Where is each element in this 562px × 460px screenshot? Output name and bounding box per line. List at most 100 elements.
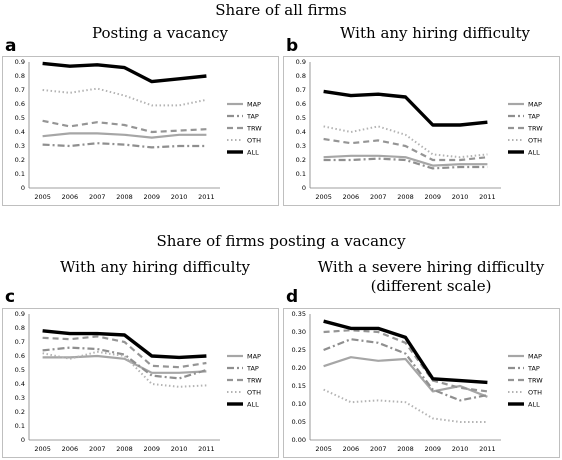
y-tick-label: 0.1 — [15, 170, 25, 178]
series-line-tap — [42, 142, 207, 149]
chart-panel-b: 0 0.1 0.2 0.3 0.4 0.5 0.6 0.7 0.8 0.9 2005 2006 2007… — [283, 56, 560, 206]
y-tick-label: 0.2 — [296, 156, 306, 164]
y-tick-label: 0.5 — [15, 114, 25, 122]
series-line-trw — [323, 329, 488, 393]
legend-label-all: ALL — [528, 401, 540, 409]
y-tick-label: 0.20 — [292, 364, 306, 372]
y-tick-label: 0.9 — [15, 310, 25, 318]
x-tick-label: 2007 — [89, 445, 106, 453]
y-tick-label: 0.15 — [292, 382, 306, 390]
series-line-trw — [42, 335, 207, 369]
series-line-map — [42, 132, 207, 139]
x-tick-label: 2011 — [479, 193, 496, 201]
y-tick-label: 0.3 — [15, 142, 25, 150]
x-tick-label: 2006 — [62, 193, 79, 201]
panel-d-subtitle: With a severe hiring difficulty (differe… — [300, 258, 562, 296]
legend-label-tap: TAP — [246, 365, 259, 373]
x-tick-label: 2009 — [144, 445, 161, 453]
y-tick-label: 0.25 — [292, 346, 306, 354]
series-line-map — [323, 356, 488, 398]
chart-panel-a: 0 0.1 0.2 0.3 0.4 0.5 0.6 0.7 0.8 0.9 2005 2006 2007… — [2, 56, 279, 206]
legend-label-trw: TRW — [527, 377, 543, 385]
chart-frame — [283, 56, 560, 206]
panel-label-b: b — [286, 36, 299, 56]
panel-d-subtitle-line-1: With a severe hiring difficulty — [317, 258, 545, 276]
panel-a-subtitle-line-1: Posting a vacancy — [91, 24, 229, 42]
y-tick-label: 0.7 — [15, 338, 25, 346]
y-tick-label: 0.00 — [292, 436, 306, 444]
y-tick-label: 0.7 — [15, 86, 25, 94]
y-tick-label: 0.1 — [296, 170, 306, 178]
y-tick-label: 0.6 — [296, 100, 306, 108]
legend-label-tap: TAP — [527, 365, 540, 373]
panel-label-a: a — [5, 36, 17, 56]
legend-label-all: ALL — [247, 401, 259, 409]
x-tick-label: 2009 — [425, 445, 442, 453]
y-tick-label: 0.2 — [15, 156, 25, 164]
legend-label-all: ALL — [528, 149, 540, 157]
series-line-map — [323, 154, 488, 167]
x-tick-label: 2009 — [425, 193, 442, 201]
panel-b-subtitle: With any hiring difficulty — [310, 24, 560, 43]
panel-c-subtitle-line-1: With any hiring difficulty — [60, 258, 250, 276]
y-tick-label: 0.8 — [296, 72, 306, 80]
legend-label-all: ALL — [247, 149, 259, 157]
y-tick-label: 0.7 — [296, 86, 306, 94]
series-line-all — [323, 319, 488, 385]
y-tick-label: 0.4 — [15, 128, 25, 136]
y-tick-label: 0 — [21, 436, 25, 444]
y-tick-label: 0.6 — [15, 100, 25, 108]
x-tick-label: 2008 — [116, 445, 133, 453]
x-tick-label: 2006 — [343, 193, 360, 201]
y-tick-label: 0.2 — [15, 408, 25, 416]
y-tick-label: 0.6 — [15, 352, 25, 360]
x-tick-label: 2005 — [315, 193, 332, 201]
x-tick-label: 2008 — [116, 193, 133, 201]
series-line-all — [42, 329, 207, 360]
x-tick-label: 2010 — [171, 445, 188, 453]
y-tick-label: 0.35 — [292, 310, 306, 318]
y-tick-label: 0.4 — [15, 380, 25, 388]
x-tick-label: 2007 — [370, 193, 387, 201]
series-line-trw — [42, 119, 207, 134]
chart-c: 0 0.1 0.2 0.3 0.4 0.5 0.6 0.7 0.8 0.9 2005 2006 2007… — [2, 308, 279, 458]
y-tick-label: 0.9 — [15, 58, 25, 66]
y-tick-label: 0 — [21, 184, 25, 192]
chart-frame — [283, 308, 560, 458]
series-line-map — [42, 354, 207, 374]
x-tick-label: 2011 — [479, 445, 496, 453]
y-tick-label: 0.3 — [15, 394, 25, 402]
y-tick-label: 0.8 — [15, 72, 25, 80]
y-tick-label: 0.10 — [292, 400, 306, 408]
y-tick-label: 0.5 — [15, 366, 25, 374]
x-tick-label: 2008 — [397, 193, 414, 201]
series-line-oth — [323, 388, 488, 423]
x-tick-label: 2010 — [171, 193, 188, 201]
legend-label-tap: TAP — [527, 113, 540, 121]
legend-label-oth: OTH — [247, 389, 261, 397]
chart-a: 0 0.1 0.2 0.3 0.4 0.5 0.6 0.7 0.8 0.9 2005 2006 2007… — [2, 56, 279, 206]
x-tick-label: 2006 — [62, 445, 79, 453]
x-tick-label: 2008 — [397, 445, 414, 453]
x-tick-label: 2010 — [452, 445, 469, 453]
legend-label-oth: OTH — [247, 137, 261, 145]
x-tick-label: 2011 — [198, 445, 215, 453]
y-tick-label: 0.9 — [296, 58, 306, 66]
chart-frame — [2, 56, 279, 206]
y-tick-label: 0.8 — [15, 324, 25, 332]
series-line-tap — [323, 338, 488, 402]
figure-heading-top: Share of all firms — [215, 1, 347, 19]
x-tick-label: 2007 — [89, 193, 106, 201]
x-tick-label: 2009 — [144, 193, 161, 201]
legend-label-oth: OTH — [528, 137, 542, 145]
panel-c-subtitle: With any hiring difficulty — [30, 258, 280, 277]
legend-label-tap: TAP — [246, 113, 259, 121]
y-tick-label: 0.4 — [296, 128, 306, 136]
panel-label-c: c — [5, 287, 16, 307]
legend-label-map: MAP — [528, 101, 542, 109]
legend-label-oth: OTH — [528, 389, 542, 397]
x-tick-label: 2007 — [370, 445, 387, 453]
y-tick-label: 0 — [302, 184, 306, 192]
series-line-all — [42, 61, 207, 84]
chart-b: 0 0.1 0.2 0.3 0.4 0.5 0.6 0.7 0.8 0.9 2005 2006 2007… — [283, 56, 560, 206]
